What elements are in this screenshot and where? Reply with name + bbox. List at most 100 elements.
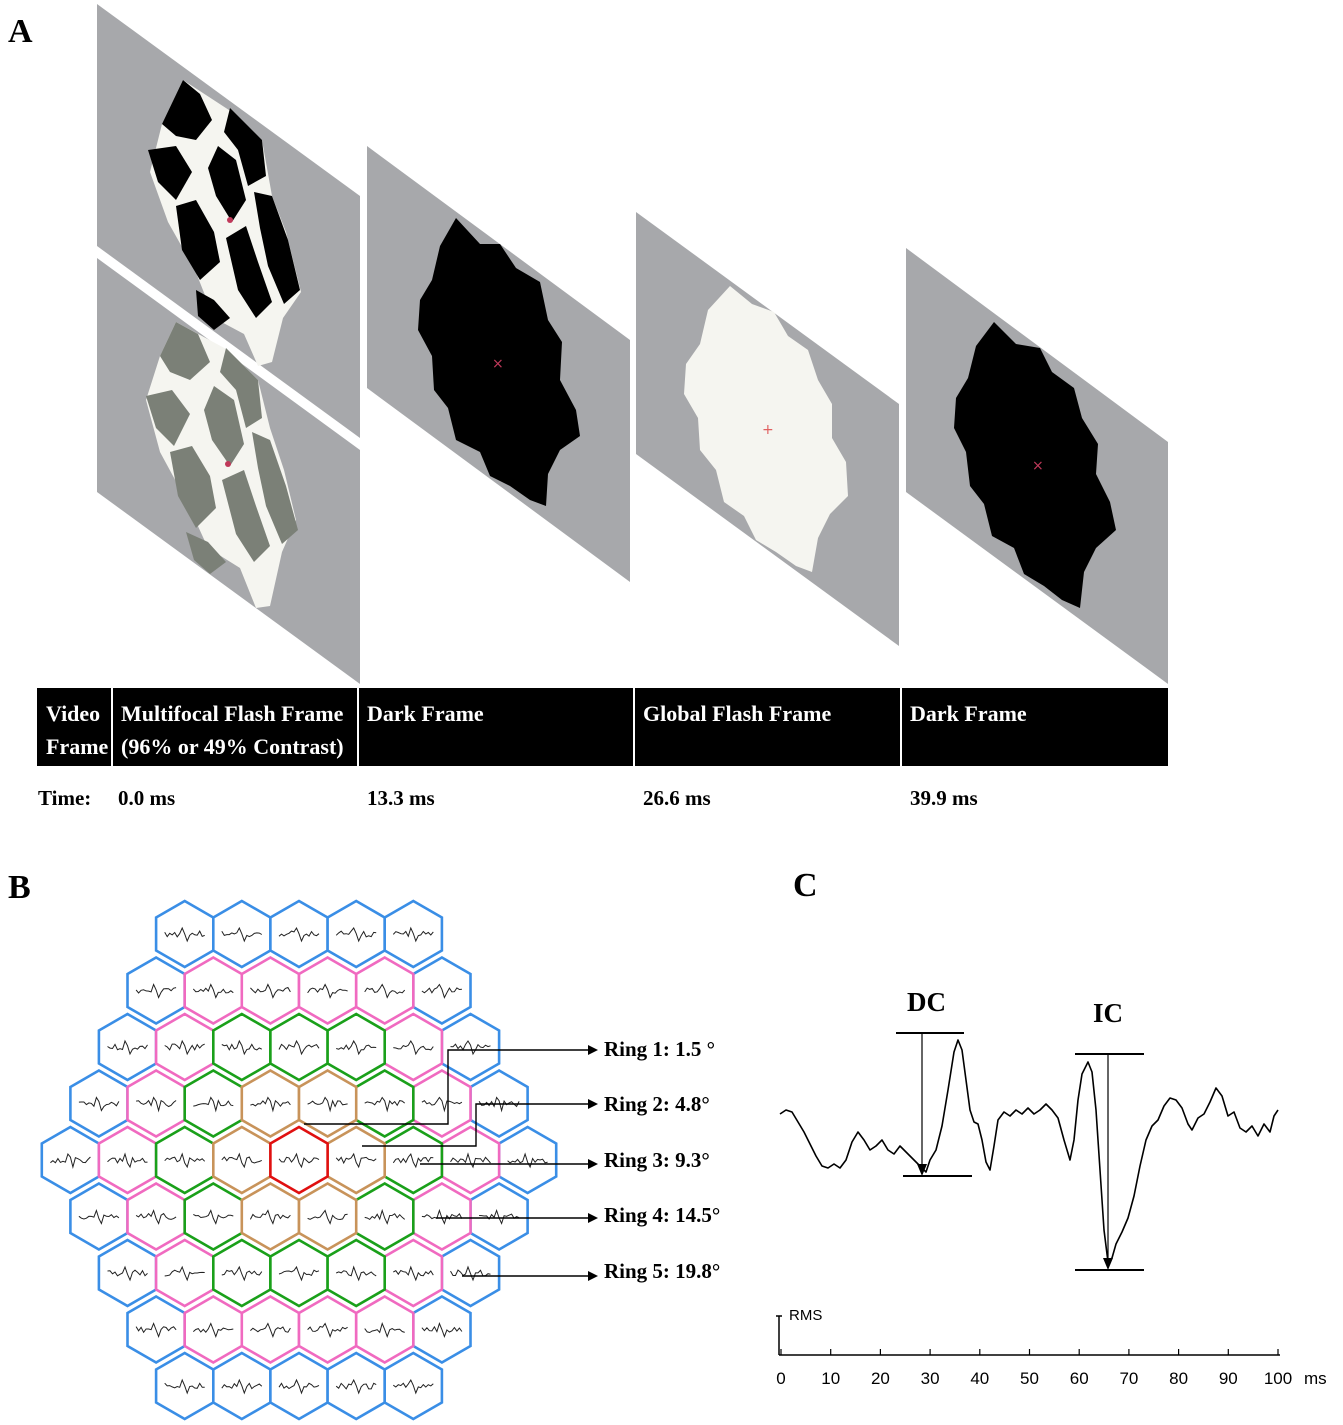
ring-pointer-arrowhead	[588, 1045, 598, 1055]
sector-trace	[193, 1209, 234, 1225]
sector-trace	[250, 983, 291, 999]
hexagon-sector	[240, 1181, 301, 1252]
hexagon-sector	[183, 1068, 244, 1139]
sector-trace	[450, 1040, 491, 1056]
sector-trace	[249, 1209, 291, 1225]
sector-trace	[164, 926, 205, 943]
axis-tick-label: 100	[1264, 1369, 1292, 1388]
sector-trace	[164, 1039, 205, 1056]
sector-trace	[278, 926, 320, 943]
axis-tick-label: 50	[1020, 1369, 1039, 1388]
dc-arrowhead	[917, 1164, 927, 1176]
sector-trace	[335, 927, 377, 943]
ic-arrowhead	[1103, 1258, 1113, 1270]
hexagon-sector	[212, 1125, 272, 1195]
axis-tick-label: 70	[1119, 1369, 1138, 1388]
sector-trace	[393, 1265, 434, 1282]
sector-trace	[250, 1096, 291, 1113]
hexagon-sector	[383, 1125, 444, 1195]
ring-4-label: Ring 4: 14.5°	[604, 1203, 720, 1227]
sector-trace	[221, 1152, 263, 1169]
sector-trace	[421, 1096, 463, 1113]
time-value: 13.3 ms	[367, 786, 435, 810]
sector-trace	[192, 1322, 234, 1338]
sector-trace	[450, 1152, 491, 1169]
sector-trace	[307, 1322, 348, 1338]
sector-trace	[278, 1265, 320, 1282]
sector-trace	[107, 1039, 148, 1056]
video-frame-header: Video Frame Multifocal Flash Frame (96% …	[37, 688, 1168, 766]
dark-frame-2-pattern	[954, 322, 1116, 608]
hexagon-sector	[354, 1068, 415, 1139]
sector-trace	[50, 1152, 91, 1169]
hexagon-sector	[326, 1125, 387, 1195]
sector-trace	[393, 1040, 434, 1056]
ring-5-label: Ring 5: 19.8°	[604, 1259, 720, 1283]
sector-trace	[307, 983, 348, 999]
axis-unit: ms	[1304, 1369, 1327, 1388]
ring-pointer-line	[304, 1049, 588, 1125]
ring-pointer-arrowhead	[588, 1159, 598, 1169]
sector-trace	[364, 1096, 406, 1113]
fixation-cross-3: ×	[492, 356, 504, 372]
header-global-flash: Global Flash Frame	[643, 701, 831, 726]
rms-label: RMS	[789, 1307, 822, 1324]
sector-trace	[135, 1322, 177, 1338]
time-value: 0.0 ms	[118, 786, 175, 810]
sector-trace	[250, 1322, 291, 1338]
sector-trace	[164, 1152, 206, 1169]
sector-trace	[364, 1321, 405, 1338]
axis-tick-label: 30	[921, 1369, 940, 1388]
sector-trace	[164, 1378, 205, 1395]
axis-tick-label: 0	[776, 1369, 785, 1388]
ic-label: IC	[1093, 998, 1123, 1028]
fixation-cross-2	[225, 461, 231, 467]
time-value: 26.6 ms	[643, 786, 711, 810]
header-dark-1: Dark Frame	[367, 701, 484, 726]
sector-trace	[364, 983, 406, 999]
sector-trace	[307, 1096, 348, 1113]
hexagon-sector	[126, 1181, 186, 1252]
ring-pointer-line	[362, 1103, 588, 1147]
sector-trace	[278, 1152, 320, 1169]
time-label: Time:	[38, 786, 91, 810]
ring-2-label: Ring 2: 4.8°	[604, 1092, 710, 1116]
axis-tick-label: 20	[871, 1369, 890, 1388]
sector-trace	[164, 1265, 205, 1282]
sector-trace	[221, 1039, 263, 1056]
sector-trace	[421, 983, 462, 999]
fixation-cross-5: ×	[1032, 458, 1044, 474]
panel-b-letter: B	[8, 869, 31, 906]
hexagon-sector	[269, 1125, 329, 1195]
hexagon-sector	[297, 1181, 358, 1252]
ring-pointer-arrowhead	[588, 1099, 598, 1109]
time-axis: RMS ms 0 10 20 30 40 50 60 70 80 90 100	[776, 1307, 1327, 1388]
hexagon-sector	[97, 1125, 158, 1195]
sector-trace	[221, 926, 263, 943]
sector-trace	[392, 1152, 434, 1169]
hexagon-sector	[297, 1068, 358, 1139]
sector-trace	[107, 1265, 148, 1282]
sector-trace	[335, 1378, 377, 1395]
sector-trace	[136, 1096, 177, 1113]
header-bar	[37, 688, 1168, 766]
hexagon-sector	[240, 1068, 301, 1139]
panel-a-letter: A	[8, 13, 33, 50]
hexagon-array	[40, 899, 558, 1421]
dark-frame-1-pattern	[418, 218, 580, 506]
axis-tick-label: 90	[1219, 1369, 1238, 1388]
sector-trace	[107, 1152, 148, 1169]
header-multifocal: Multifocal Flash Frame	[121, 701, 344, 726]
sector-trace	[193, 1096, 234, 1113]
sector-trace	[335, 1152, 377, 1169]
header-contrast: (96% or 49% Contrast)	[121, 734, 344, 759]
hexagon-sector	[411, 1068, 472, 1139]
mfvep-trace	[779, 1039, 1279, 1263]
header-video: Video	[46, 701, 100, 726]
global-flash-pattern	[684, 286, 848, 572]
ring-legend: Ring 1: 1.5 ° Ring 2: 4.8° Ring 3: 9.3° …	[604, 1037, 720, 1283]
header-dark-2: Dark Frame	[910, 701, 1027, 726]
sector-trace	[192, 983, 234, 999]
axis-tick-label: 40	[970, 1369, 989, 1388]
